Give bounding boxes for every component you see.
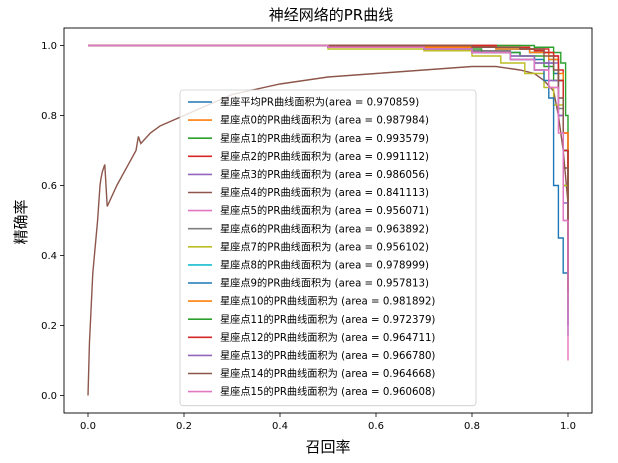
x-tick-label: 0.2 <box>176 421 192 432</box>
legend-label-4: 星座点3的PR曲线面积为 (area = 0.986056) <box>220 168 429 181</box>
legend-label-15: 星座点14的PR曲线面积为 (area = 0.964668) <box>220 367 435 380</box>
plot-frame <box>63 27 593 414</box>
legend-label-1: 星座点0的PR曲线面积为 (area = 0.987984) <box>220 114 429 127</box>
x-tick-label: 1.0 <box>560 421 576 432</box>
y-tick-label: 0.6 <box>41 181 57 192</box>
x-tick-label: 0.8 <box>464 421 480 432</box>
x-tick-label: 0.4 <box>272 421 288 432</box>
legend-label-8: 星座点7的PR曲线面积为 (area = 0.956102) <box>220 240 429 253</box>
x-axis-label: 召回率 <box>305 438 350 456</box>
legend-label-3: 星座点2的PR曲线面积为 (area = 0.991112) <box>220 150 429 163</box>
legend-label-12: 星座点11的PR曲线面积为 (area = 0.972379) <box>220 313 435 326</box>
legend-label-2: 星座点1的PR曲线面积为 (area = 0.993579) <box>220 132 429 145</box>
legend-label-5: 星座点4的PR曲线面积为 (area = 0.841113) <box>220 186 429 199</box>
chart-title: 神经网络的PR曲线 <box>269 6 393 24</box>
legend-label-7: 星座点6的PR曲线面积为 (area = 0.963892) <box>220 222 429 235</box>
legend-label-9: 星座点8的PR曲线面积为 (area = 0.978999) <box>220 259 429 272</box>
legend-label-11: 星座点10的PR曲线面积为 (area = 0.981892) <box>220 295 435 308</box>
x-axis: 0.0 0.2 0.4 0.6 0.8 1.0 <box>80 413 576 432</box>
legend-box <box>179 89 477 407</box>
legend-label-6: 星座点5的PR曲线面积为 (area = 0.956071) <box>220 204 429 217</box>
legend-label-16: 星座点15的PR曲线面积为 (area = 0.960608) <box>220 385 435 398</box>
y-axis-label: 精确率 <box>12 199 30 244</box>
legend-label-14: 星座点13的PR曲线面积为 (area = 0.966780) <box>220 349 435 362</box>
legend: 星座平均PR曲线面积为(area = 0.970859) 星座点0的PR曲线面积为… <box>179 89 477 407</box>
y-tick-label: 0.8 <box>41 111 57 122</box>
y-axis: 0.0 0.2 0.4 0.6 0.8 1.0 <box>41 41 64 402</box>
series-line-16 <box>88 44 569 326</box>
y-tick-label: 0.4 <box>41 251 57 262</box>
y-tick-label: 0.0 <box>41 391 57 402</box>
x-tick-label: 0.0 <box>80 421 96 432</box>
legend-label-0: 星座平均PR曲线面积为(area = 0.970859) <box>220 96 419 109</box>
legend-label-13: 星座点12的PR曲线面积为 (area = 0.964711) <box>220 331 435 344</box>
curves-group <box>87 44 569 396</box>
x-tick-label: 0.6 <box>368 421 384 432</box>
y-tick-label: 1.0 <box>41 41 57 52</box>
legend-label-10: 星座点9的PR曲线面积为 (area = 0.957813) <box>220 277 429 290</box>
y-tick-label: 0.2 <box>41 321 57 332</box>
